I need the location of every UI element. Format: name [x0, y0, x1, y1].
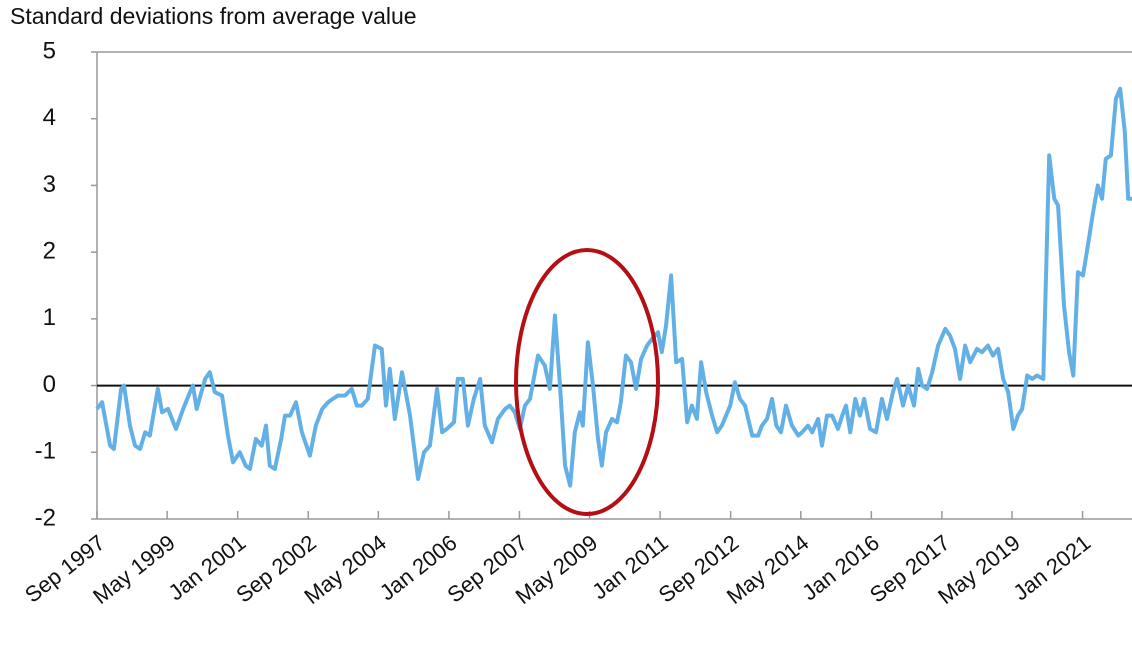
- y-tick-label: 5: [43, 37, 56, 64]
- y-tick-label: 3: [43, 171, 56, 198]
- y-tick-label: 2: [43, 237, 56, 264]
- y-tick-label: 4: [43, 104, 56, 131]
- y-tick-label: -2: [35, 504, 56, 531]
- data-line: [95, 86, 1132, 488]
- highlight-ellipse: [514, 248, 660, 516]
- y-tick-label: 0: [43, 371, 56, 398]
- y-tick-label: -1: [35, 438, 56, 465]
- chart-title: Standard deviations from average value: [10, 3, 417, 29]
- x-tick-label: Jan 2021: [1008, 530, 1095, 605]
- y-tick-label: 1: [43, 304, 56, 331]
